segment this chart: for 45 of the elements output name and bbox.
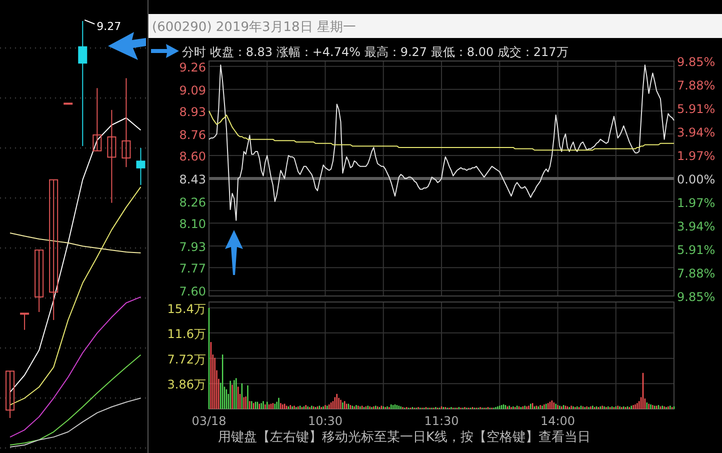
y2-tick-label: 9.85%: [677, 55, 716, 69]
y-tick-label: 8.10: [179, 217, 206, 232]
chart-subtitle: 分时 收盘：8.83 涨幅：+4.74% 最高：9.27 最低：8.00 成交：217万: [182, 45, 568, 59]
candlestick: [122, 78, 131, 168]
y-tick-label: 7.60: [179, 284, 206, 299]
line-series: [208, 110, 674, 151]
candlestick: [34, 250, 44, 312]
y-tick-label: 7.77: [179, 262, 206, 276]
x-tick-label: 14:00: [540, 414, 576, 428]
chart-title: (600290) 2019年3月18日 星期一: [152, 20, 356, 35]
y2-tick-label: 9.85%: [677, 290, 716, 304]
x-tick-label: 10:30: [308, 414, 343, 428]
y2-tick-label: 5.91%: [677, 102, 716, 116]
y-tick-label: 8.76: [179, 128, 206, 142]
y-tick-label: 7.93: [179, 240, 206, 254]
y2-tick-label: 5.91%: [677, 243, 716, 257]
candlestick: [49, 179, 58, 320]
x-tick-label: 03/18: [192, 414, 226, 428]
y-tick-label: 8.60: [179, 150, 206, 164]
line-series: [208, 64, 674, 221]
y2-tick-label: 7.88%: [677, 78, 716, 92]
y-tick-label: 8.26: [179, 195, 206, 210]
y2-tick-label: 7.88%: [677, 266, 716, 280]
y2-tick-label: 1.97%: [677, 196, 716, 210]
y-tick-label: 11.6万: [167, 326, 206, 341]
y-tick-label: 9.09: [179, 83, 206, 98]
y2-tick-label: 1.97%: [677, 149, 716, 163]
y2-tick-label: 3.94%: [677, 126, 716, 140]
y2-tick-label: 0.00%: [677, 172, 716, 186]
y-tick-label: 3.86万: [167, 378, 206, 392]
candlestick: [6, 370, 15, 418]
y-tick-label: 15.4万: [167, 302, 206, 316]
candlestick: [136, 148, 146, 186]
y-tick-label: 8.43: [179, 172, 206, 186]
annotation: 9.27: [96, 20, 122, 33]
text: 用键盘【左右键】移动光标至某一日K线，按【空格键】查看当日: [218, 430, 591, 445]
x-tick-label: 11:30: [424, 414, 459, 428]
candlestick: [107, 109, 116, 204]
candlestick: [92, 88, 102, 152]
y-tick-label: 9.26: [179, 60, 206, 74]
candlestick: [20, 312, 30, 330]
candlestick: [78, 20, 88, 147]
y2-tick-label: 3.94%: [677, 220, 716, 234]
y-tick-label: 8.93: [179, 104, 206, 119]
y-tick-label: 7.72万: [167, 352, 206, 366]
